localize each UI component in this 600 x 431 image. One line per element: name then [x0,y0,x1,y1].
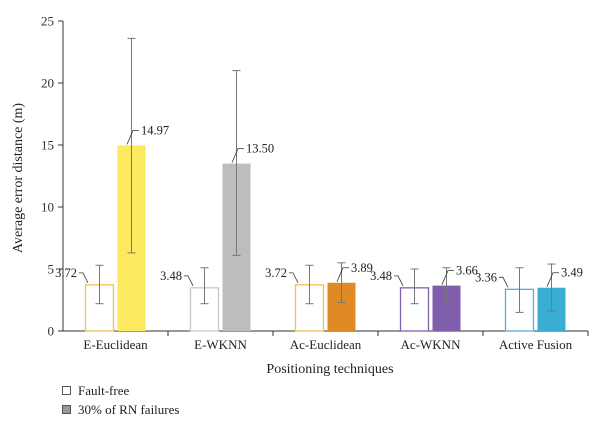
label-leader [441,270,454,285]
error-bars-group [95,37,556,313]
label-leader [546,272,559,287]
y-tick-label: 10 [41,200,54,215]
x-tick-label: Ac-WKNN [401,337,462,352]
legend-item-fault-free: Fault-free [62,381,179,400]
x-axis: E-Euclidean E-WKNN Ac-Euclidean Ac-WKNN Acti… [63,330,589,352]
x-tick-label: Ac-Euclidean [290,337,362,352]
bar-fault-free [84,284,115,332]
x-tick-label: E-WKNN [194,337,247,352]
legend-swatch-rn-failures [62,405,71,414]
x-tick-label: Active Fusion [499,337,573,352]
bars-group [84,145,566,332]
y-axis: 0 5 10 15 20 25 [41,14,64,339]
y-tick-label: 0 [48,324,55,339]
value-label-fault-free: 3.72 [265,266,287,280]
value-label-rn-failures: 3.89 [351,261,373,275]
x-tick-label: E-Euclidean [83,337,148,352]
y-axis-label: Average error distance (m) [11,103,26,253]
x-axis-label: Positioning techniques [266,362,393,377]
label-leader [184,275,194,287]
value-label-fault-free: 3.48 [160,269,182,283]
value-label-rn-failures: 3.49 [561,266,583,280]
legend-label-fault-free: Fault-free [78,382,130,398]
value-label-fault-free: 3.48 [370,269,392,283]
label-leader [499,276,509,288]
legend-label-rn-failures: 30% of RN failures [78,401,180,417]
legend: Fault-free 30% of RN failures [62,381,179,419]
label-leader [126,129,139,145]
label-leader [336,267,349,282]
value-label-rn-failures: 13.50 [246,142,274,156]
legend-swatch-fault-free [62,386,71,395]
y-tick-label: 5 [48,262,55,277]
label-leader [289,272,299,284]
y-tick-label: 25 [41,14,54,29]
label-leader [79,272,89,284]
value-label-fault-free: 3.36 [475,270,497,284]
value-label-rn-failures: 14.97 [141,123,169,137]
label-leader [231,148,244,163]
y-tick-label: 20 [41,76,54,91]
label-leader [394,275,404,287]
y-tick-label: 15 [41,138,54,153]
value-label-rn-failures: 3.66 [456,264,478,278]
legend-item-rn-failures: 30% of RN failures [62,400,179,419]
value-label-fault-free: 3.72 [55,266,77,280]
